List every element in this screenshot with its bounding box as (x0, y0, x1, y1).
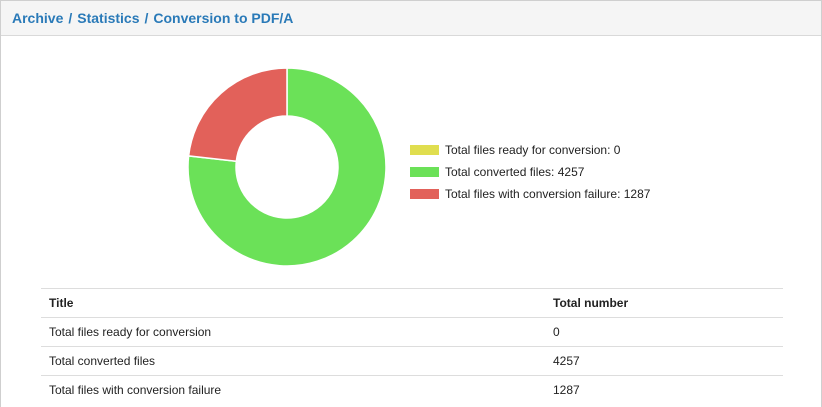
row-title-ready: Total files ready for conversion (41, 317, 545, 347)
legend-label-ready: Total files ready for conversion: 0 (445, 143, 621, 157)
donut-chart (187, 67, 387, 267)
legend-label-converted: Total converted files: 4257 (445, 165, 585, 179)
legend-swatch-failure (410, 189, 439, 199)
statistics-table: Title Total number Total files ready for… (41, 288, 783, 404)
row-value-ready: 0 (545, 317, 783, 347)
table-row: Total files ready for conversion 0 (41, 317, 783, 347)
column-header-title: Title (41, 288, 545, 318)
donut-slice-converted[interactable] (187, 67, 387, 267)
row-title-failure: Total files with conversion failure (41, 375, 545, 404)
chart-legend: Total files ready for conversion: 0 Tota… (410, 139, 650, 205)
legend-swatch-ready (410, 145, 439, 155)
breadcrumb-statistics[interactable]: Statistics (77, 10, 140, 26)
breadcrumb-conversion-pdfa[interactable]: Conversion to PDF/A (153, 10, 294, 26)
legend-label-failure: Total files with conversion failure: 128… (445, 187, 651, 201)
breadcrumb-archive[interactable]: Archive (12, 10, 64, 26)
legend-swatch-converted (410, 167, 439, 177)
breadcrumb: Archive / Statistics / Conversion to PDF… (12, 10, 293, 26)
legend-item-ready[interactable]: Total files ready for conversion: 0 (410, 139, 650, 161)
breadcrumb-separator: / (68, 10, 73, 26)
chart-area: Total files ready for conversion: 0 Tota… (1, 37, 821, 283)
table-header-row: Title Total number (41, 288, 783, 318)
legend-item-converted[interactable]: Total converted files: 4257 (410, 161, 650, 183)
legend-item-failure[interactable]: Total files with conversion failure: 128… (410, 183, 650, 205)
row-title-converted: Total converted files (41, 346, 545, 376)
column-header-total: Total number (545, 288, 783, 318)
breadcrumb-separator: / (144, 10, 149, 26)
table-row: Total files with conversion failure 1287 (41, 375, 783, 404)
donut-slice-failure[interactable] (187, 67, 288, 163)
row-value-converted: 4257 (545, 346, 783, 376)
row-value-failure: 1287 (545, 375, 783, 404)
table-row: Total converted files 4257 (41, 346, 783, 376)
panel-header: Archive / Statistics / Conversion to PDF… (1, 1, 821, 36)
